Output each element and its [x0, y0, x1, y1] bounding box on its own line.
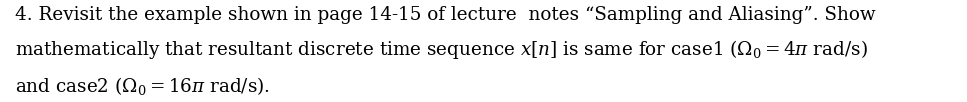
Text: and case2 ($\Omega_0= 16\pi$ rad/s).: and case2 ($\Omega_0= 16\pi$ rad/s).	[15, 75, 271, 97]
Text: mathematically that resultant discrete time sequence $x[n]$ is same for case1 ($: mathematically that resultant discrete t…	[15, 38, 868, 61]
Text: 4. Revisit the example shown in page 14-15 of lecture  notes “Sampling and Alias: 4. Revisit the example shown in page 14-…	[15, 6, 876, 24]
